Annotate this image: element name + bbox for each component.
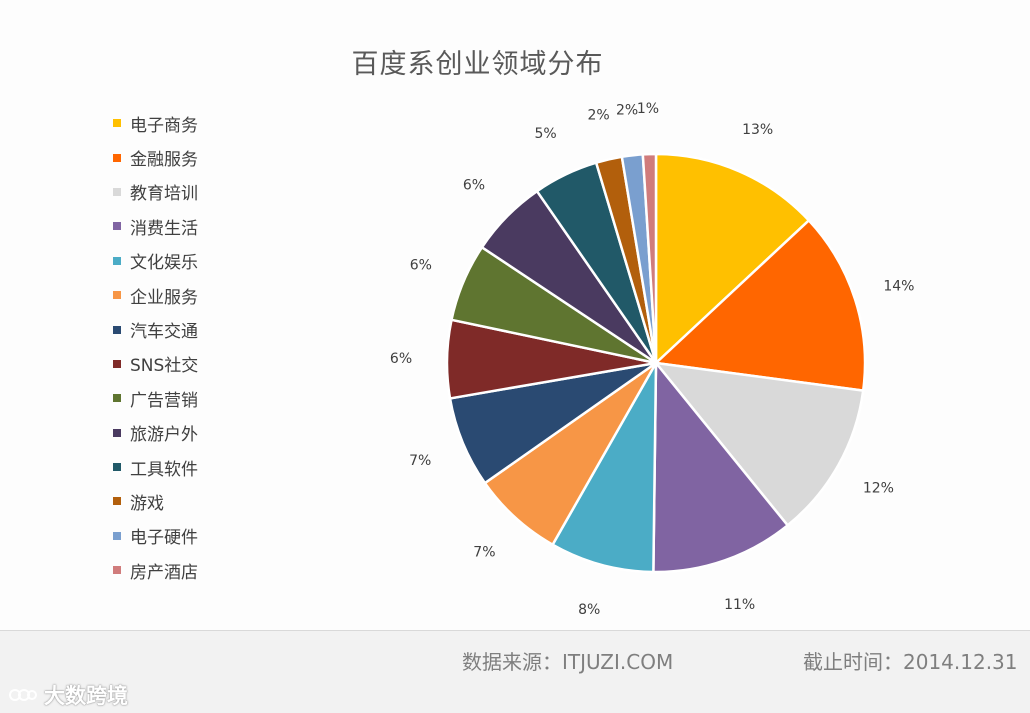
legend-swatch xyxy=(113,187,121,196)
slice-data-label: 5% xyxy=(534,126,556,142)
footer xyxy=(0,631,1030,713)
legend-swatch xyxy=(113,119,121,128)
legend-swatch xyxy=(113,428,121,437)
legend-label: SNS社交 xyxy=(130,356,199,377)
legend-label: 消费生活 xyxy=(130,218,198,239)
legend-swatch xyxy=(113,291,121,300)
legend-label: 房产酒店 xyxy=(130,562,198,583)
legend-item: 电子商务 xyxy=(113,106,198,140)
slice-data-label: 13% xyxy=(742,122,773,138)
legend-label: 游戏 xyxy=(130,493,164,514)
legend-swatch xyxy=(113,325,121,334)
pie-slice xyxy=(550,362,658,574)
legend-swatch xyxy=(113,394,121,403)
data-source-text: 数据来源：ITJUZI.COM xyxy=(462,650,674,674)
slice-data-label: 14% xyxy=(883,278,914,294)
legend-swatch xyxy=(113,359,121,368)
legend-label: 电子硬件 xyxy=(130,528,198,549)
legend-label: 工具软件 xyxy=(130,459,198,480)
legend-label: 汽车交通 xyxy=(130,322,198,343)
pie-slice xyxy=(652,359,790,574)
watermark-logo-icon xyxy=(9,689,37,701)
slice-data-label: 1% xyxy=(637,101,659,117)
legend-item: 汽车交通 xyxy=(113,312,198,346)
legend-item: 游戏 xyxy=(113,484,198,518)
legend-item: 教育培训 xyxy=(113,175,198,209)
legend-swatch xyxy=(113,497,121,506)
legend-item: 金融服务 xyxy=(113,140,198,174)
legend-label: 教育培训 xyxy=(130,184,198,205)
legend-item: 旅游户外 xyxy=(113,416,198,450)
legend-item: 企业服务 xyxy=(113,278,198,312)
slice-data-label: 11% xyxy=(724,597,755,613)
slice-data-label: 12% xyxy=(863,481,894,497)
legend-item: 房产酒店 xyxy=(113,553,198,587)
legend-label: 广告营销 xyxy=(130,390,198,411)
legend-label: 文化娱乐 xyxy=(130,253,198,274)
watermark-text: 大数跨境 xyxy=(44,684,128,708)
legend-swatch xyxy=(113,256,121,265)
cutoff-date-text: 截止时间：2014.12.31 xyxy=(803,650,1018,674)
slice-data-label: 7% xyxy=(409,453,431,469)
slice-data-label: 6% xyxy=(410,257,432,273)
pie-slice xyxy=(641,152,658,364)
pie-chart: 13%14%12%11%8%7%7%6%6%6%5%2% 2%1% xyxy=(390,101,915,618)
pie-slice xyxy=(653,361,865,528)
legend-label: 金融服务 xyxy=(130,150,198,171)
slice-data-label: 6% xyxy=(390,351,412,367)
legend-swatch xyxy=(113,463,121,472)
legend-label: 企业服务 xyxy=(130,287,198,308)
legend-swatch xyxy=(113,531,121,540)
legend-swatch xyxy=(113,566,121,575)
legend-label: 旅游户外 xyxy=(130,425,198,446)
slice-data-label: 7% xyxy=(473,545,495,561)
legend-item: 工具软件 xyxy=(113,450,198,484)
legend-swatch xyxy=(113,222,121,231)
legend-item: 广告营销 xyxy=(113,381,198,415)
legend-item: 消费生活 xyxy=(113,209,198,243)
legend: 电子商务金融服务教育培训消费生活文化娱乐企业服务汽车交通 SNS社交广告营销旅游户… xyxy=(113,106,198,587)
legend-item: 电子硬件 xyxy=(113,519,198,553)
watermark: 大数跨境 xyxy=(8,680,128,710)
legend-label: 电子商务 xyxy=(130,115,198,136)
slice-data-label: 2% xyxy=(587,108,609,124)
pie-slice xyxy=(653,218,867,393)
pie-slice xyxy=(654,152,811,366)
legend-item: 文化娱乐 xyxy=(113,244,198,278)
slice-data-label: 6% xyxy=(463,177,485,193)
slice-data-label: 8% xyxy=(578,602,600,618)
chart-title: 百度系创业领域分布 xyxy=(351,49,604,80)
slice-data-label: 2% xyxy=(616,103,638,119)
legend-item: SNS社交 xyxy=(113,347,198,381)
legend-swatch xyxy=(113,153,121,162)
